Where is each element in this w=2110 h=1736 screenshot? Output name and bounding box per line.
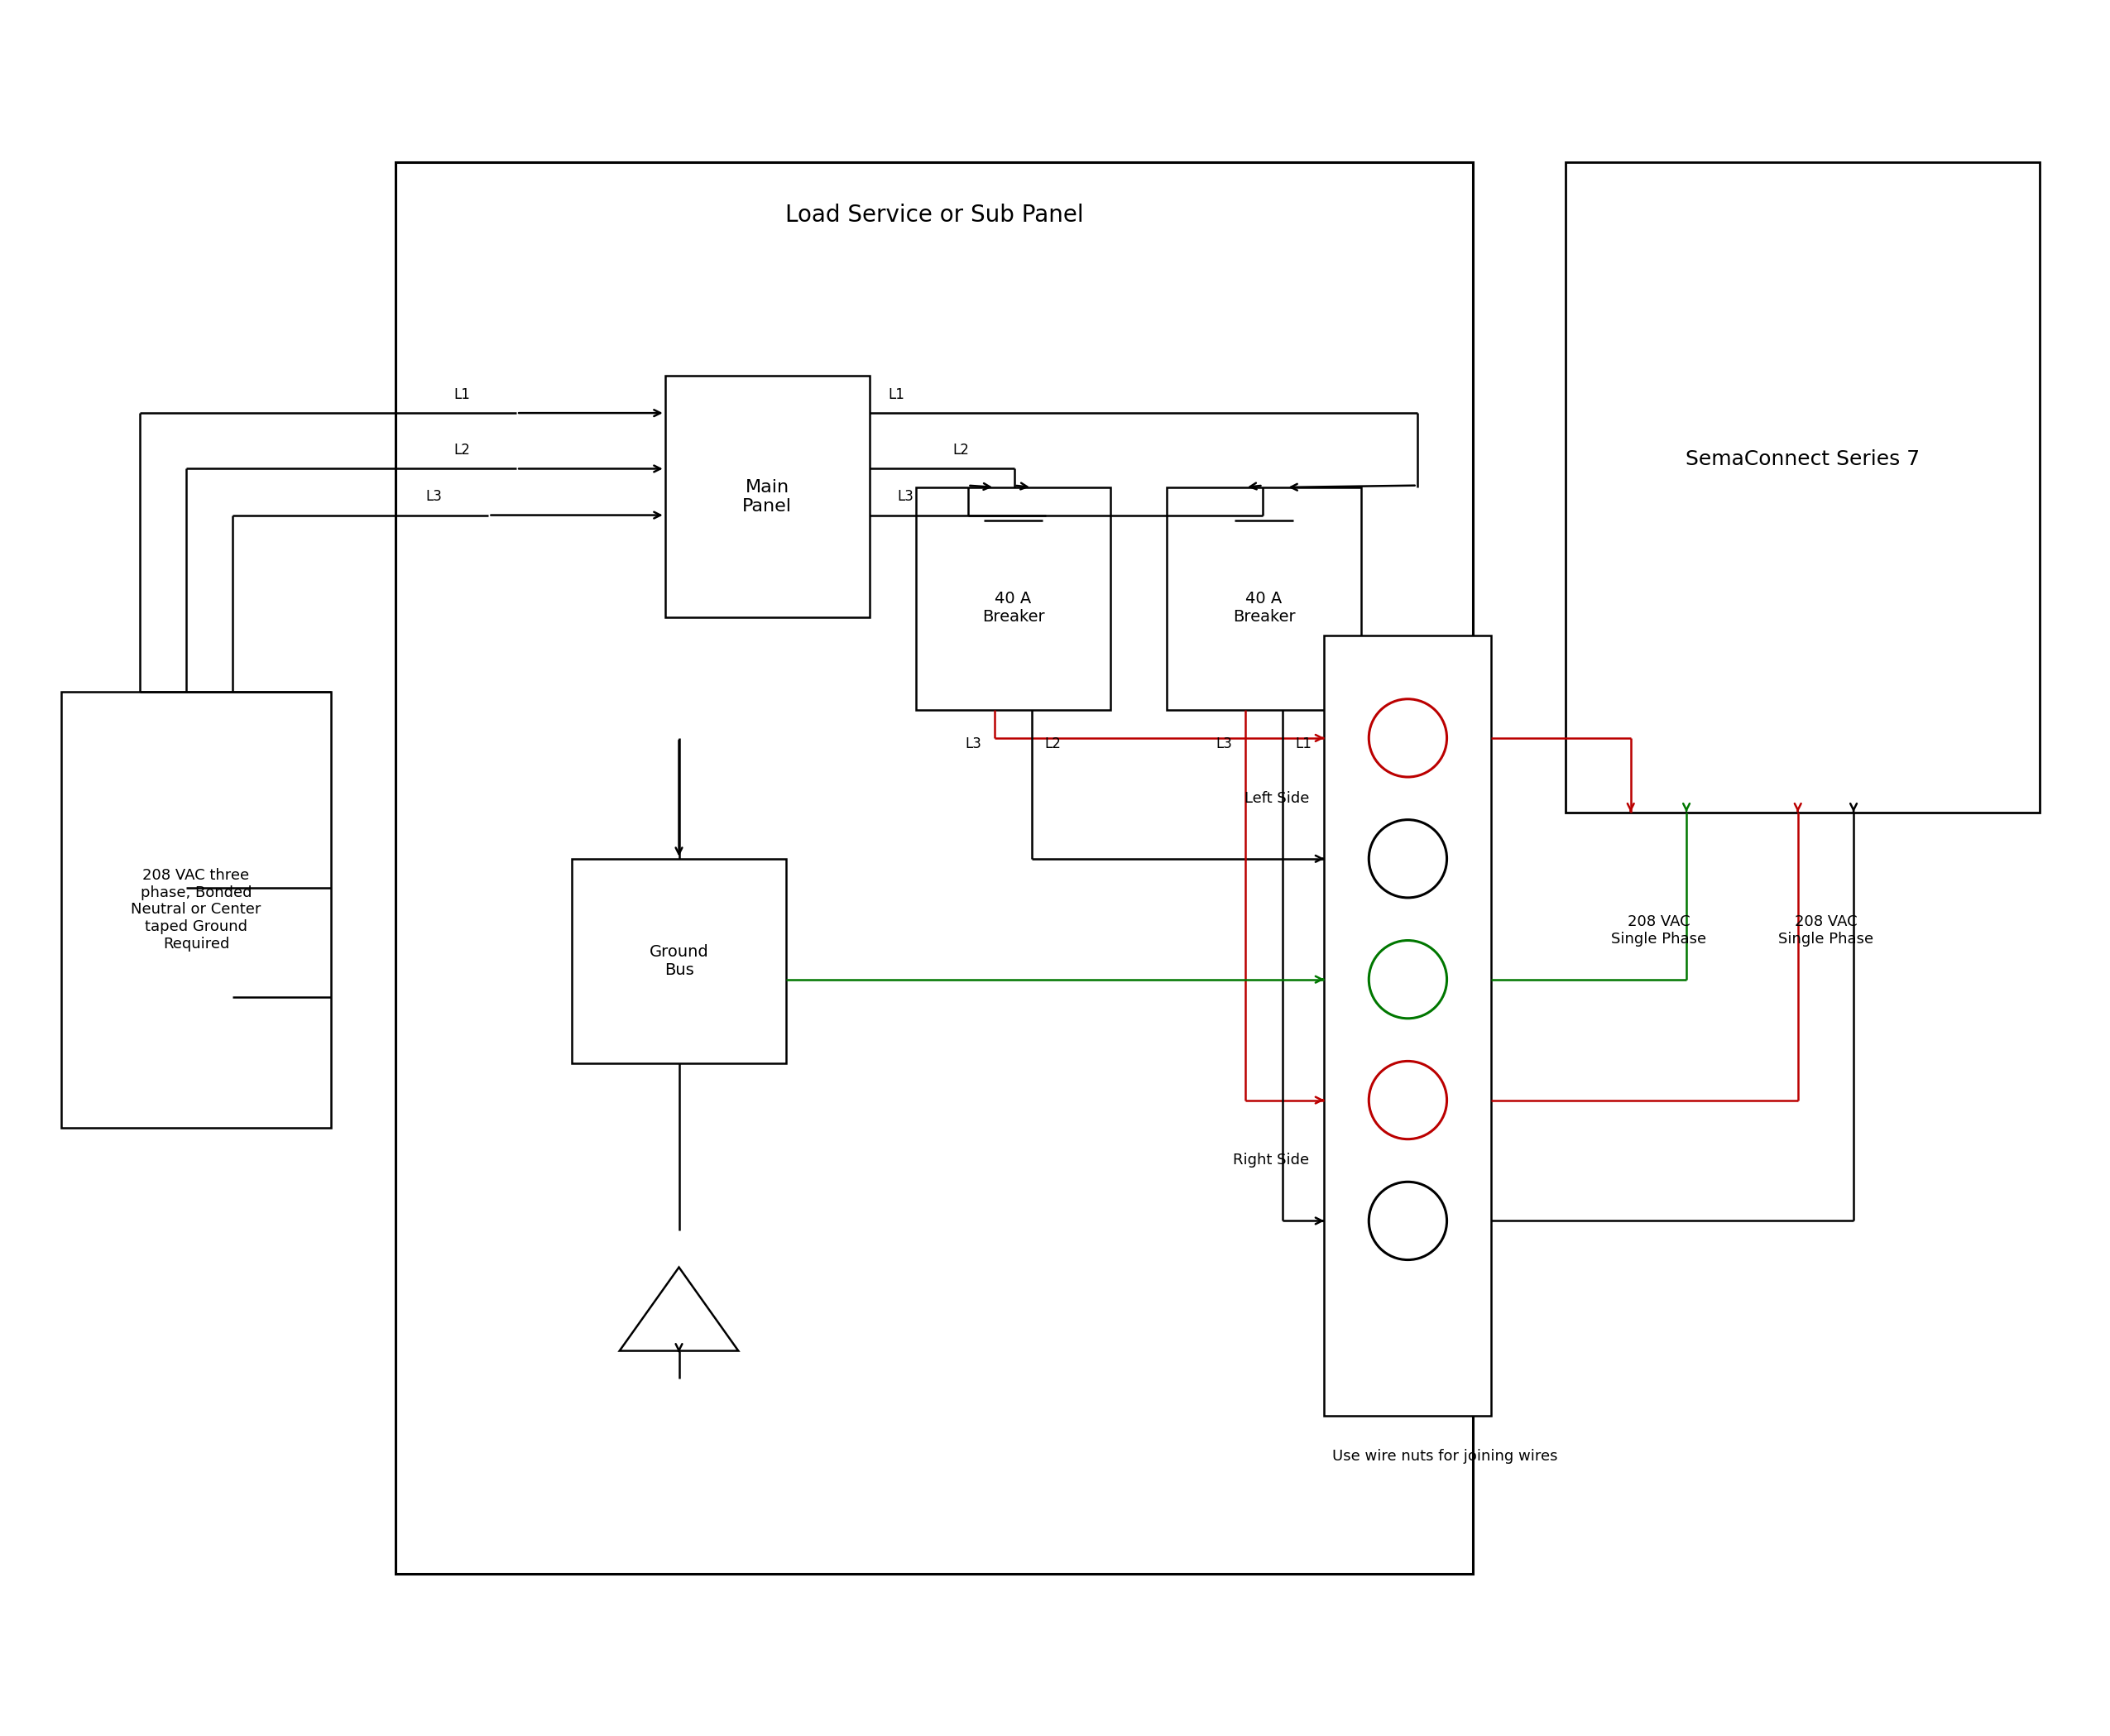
Bar	[572, 859, 785, 1062]
Text: 40 A
Breaker: 40 A Breaker	[1232, 590, 1296, 625]
Bar	[665, 377, 869, 618]
Text: L2: L2	[454, 443, 471, 458]
Text: Load Service or Sub Panel: Load Service or Sub Panel	[785, 203, 1085, 226]
Bar	[1167, 488, 1361, 710]
Text: Right Side: Right Side	[1232, 1153, 1310, 1168]
Text: L3: L3	[426, 490, 443, 503]
Text: L1: L1	[454, 387, 471, 401]
Text: L2: L2	[1044, 736, 1061, 752]
Text: L3: L3	[1215, 736, 1232, 752]
Text: Ground
Bus: Ground Bus	[650, 944, 709, 977]
Text: L2: L2	[954, 443, 968, 458]
Bar	[1325, 635, 1492, 1417]
Bar	[61, 691, 331, 1128]
Text: L1: L1	[1296, 736, 1312, 752]
Text: SemaConnect Series 7: SemaConnect Series 7	[1686, 450, 1920, 469]
Text: Main
Panel: Main Panel	[743, 479, 791, 514]
Bar	[397, 161, 1473, 1575]
Bar	[916, 488, 1110, 710]
Text: L3: L3	[964, 736, 981, 752]
Text: Use wire nuts for joining wires: Use wire nuts for joining wires	[1331, 1450, 1557, 1463]
Text: 208 VAC
Single Phase: 208 VAC Single Phase	[1610, 915, 1707, 946]
Text: 40 A
Breaker: 40 A Breaker	[981, 590, 1044, 625]
Text: L1: L1	[888, 387, 905, 401]
Text: 208 VAC three
phase, Bonded
Neutral or Center
taped Ground
Required: 208 VAC three phase, Bonded Neutral or C…	[131, 868, 262, 951]
Bar	[1566, 161, 2038, 812]
Text: 208 VAC
Single Phase: 208 VAC Single Phase	[1779, 915, 1874, 946]
Text: L3: L3	[897, 490, 914, 503]
Text: Left Side: Left Side	[1245, 792, 1310, 806]
